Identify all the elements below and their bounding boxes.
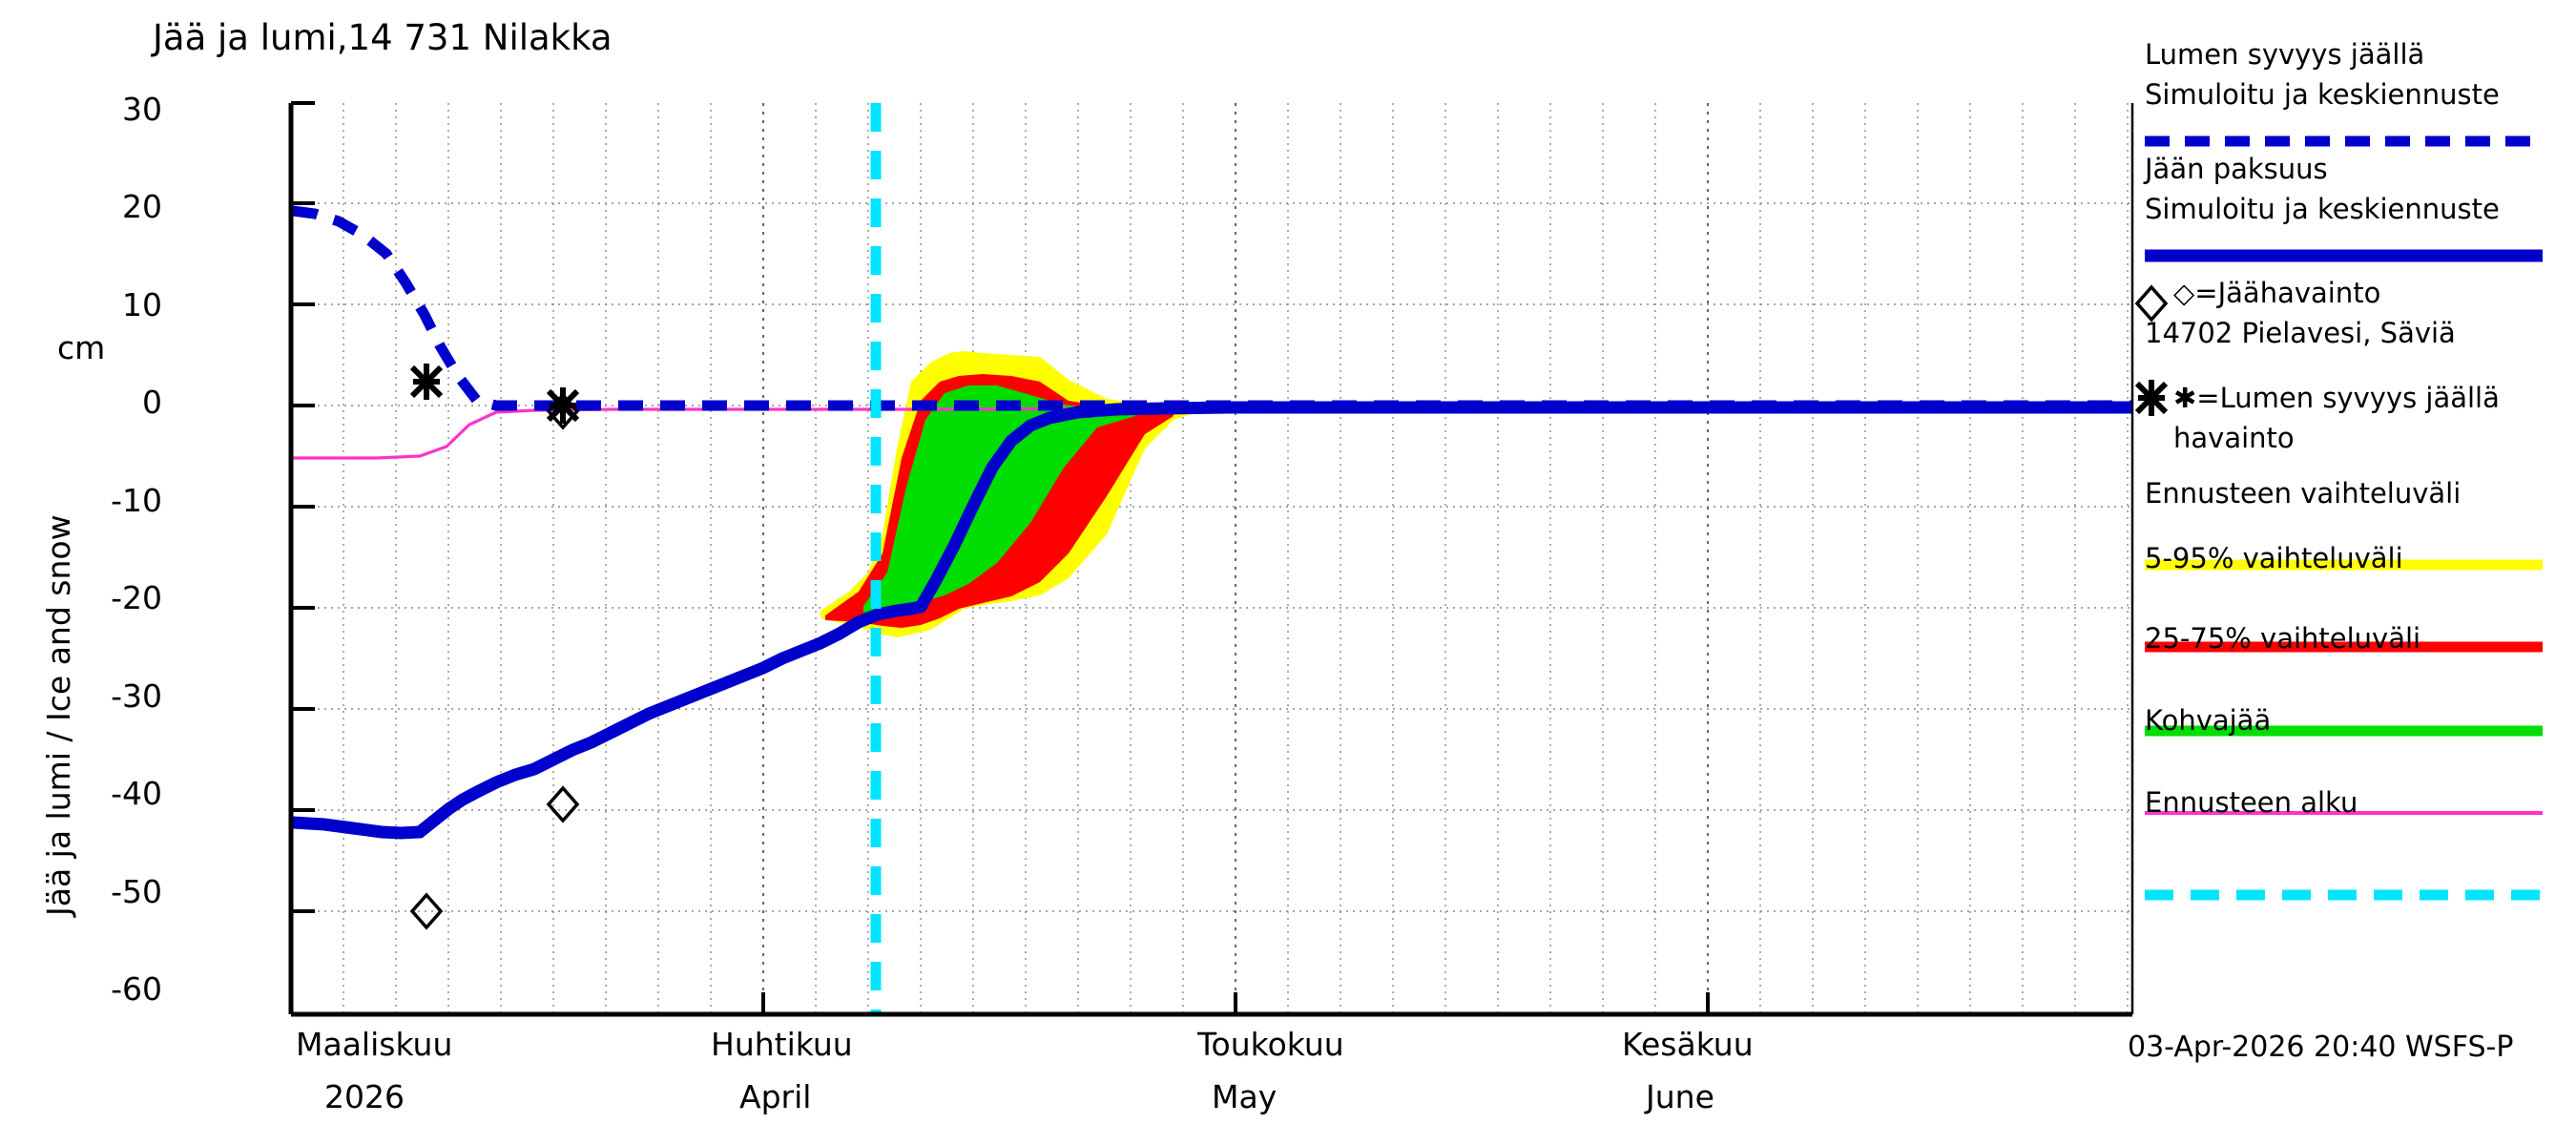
y-tick-10: 10 xyxy=(122,286,162,323)
x-tick-may-en: May xyxy=(1212,1078,1278,1115)
legend-label-snow-depth-2: Simuloitu ja keskiennuste xyxy=(2145,78,2500,111)
series-ice-thickness xyxy=(292,401,2132,840)
x-tick-april-en: April xyxy=(739,1078,812,1115)
y-axis-unit: cm xyxy=(57,329,106,366)
legend-diamond-icon xyxy=(2134,284,2169,323)
legend-label-ice-thickness-2: Simuloitu ja keskiennuste xyxy=(2145,193,2500,225)
x-tick-may-fi: Toukokuu xyxy=(1197,1026,1344,1063)
legend-swatches xyxy=(2134,135,2543,901)
legend-label-ice-station: 14702 Pielavesi, Säviä xyxy=(2145,317,2456,349)
legend-asterisk-icon xyxy=(2134,380,2169,416)
footer-timestamp: 03-Apr-2026 20:40 WSFS-P xyxy=(2128,1030,2514,1064)
snow-observation-markers xyxy=(409,364,580,424)
grid-vertical-major xyxy=(762,103,1709,1014)
legend-label-ice-thickness-1: Jään paksuus xyxy=(2145,153,2328,185)
series-snow-depth xyxy=(292,205,2132,411)
y-tick-20: 20 xyxy=(122,188,162,225)
x-tick-june-en: June xyxy=(1646,1078,1714,1115)
y-tick-30: 30 xyxy=(122,91,162,128)
legend-label-snow-depth-1: Lumen syvyys jäällä xyxy=(2145,38,2425,71)
x-tick-april-fi: Huhtikuu xyxy=(711,1026,853,1063)
y-tick--20: -20 xyxy=(111,579,162,616)
legend-label-forecast-range: Ennusteen vaihteluväli xyxy=(2145,477,2462,510)
y-tick--30: -30 xyxy=(111,677,162,715)
legend-label-25-75: 25-75% vaihteluväli xyxy=(2145,622,2421,655)
legend-label-snow-observation-2: havainto xyxy=(2173,422,2295,454)
legend-label-forecast-start: Ennusteen alku xyxy=(2145,786,2358,819)
legend-label-kohvajaa: Kohvajää xyxy=(2145,704,2272,737)
y-tick--40: -40 xyxy=(111,775,162,812)
observation-markers xyxy=(409,392,580,930)
legend-label-5-95: 5-95% vaihteluväli xyxy=(2145,542,2403,574)
band-median xyxy=(863,385,1135,613)
legend-label-ice-observation: ◇=Jäähavainto xyxy=(2173,277,2381,309)
y-tick--60: -60 xyxy=(111,970,162,1008)
legend-label-snow-observation-1: ✱=Lumen syvyys jäällä xyxy=(2173,382,2500,414)
axis-frame xyxy=(288,101,2134,1017)
y-tick--10: -10 xyxy=(111,482,162,519)
y-tick-0: 0 xyxy=(142,384,162,421)
y-tick--50: -50 xyxy=(111,873,162,910)
x-tick-june-fi: Kesäkuu xyxy=(1622,1026,1754,1063)
x-tick-march-en: 2026 xyxy=(324,1078,405,1115)
page-title: Jää ja lumi,14 731 Nilakka xyxy=(153,17,613,58)
x-tick-march-fi: Maaliskuu xyxy=(296,1026,453,1063)
grid-horizontal xyxy=(291,202,2132,912)
